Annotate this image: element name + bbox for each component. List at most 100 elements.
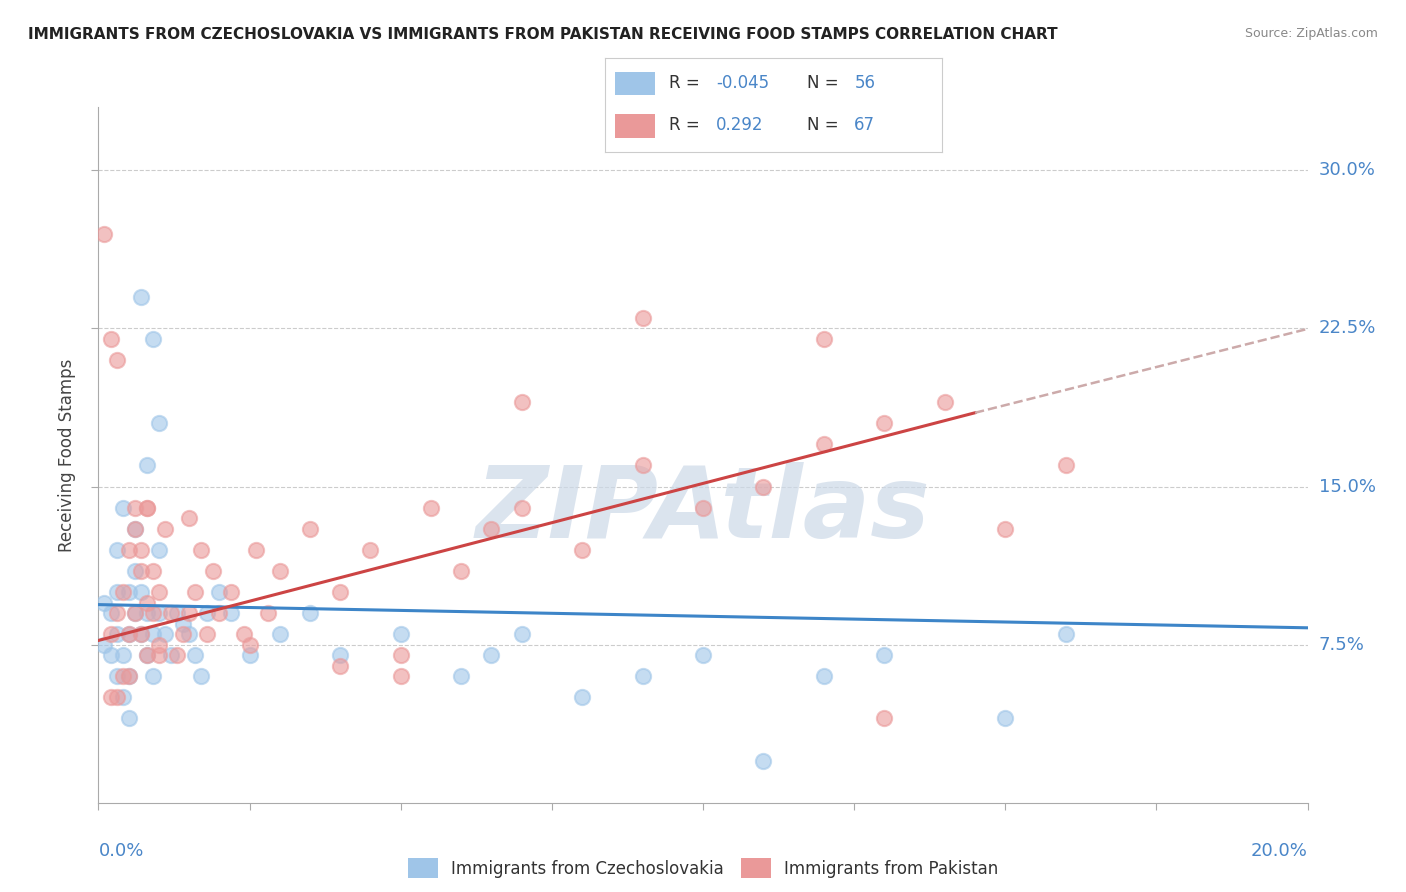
Point [239,648,262,663]
Point [177,511,201,525]
Point [873,711,896,725]
Point [153,627,176,641]
Point [873,648,896,663]
Point [450,669,472,683]
FancyBboxPatch shape [614,114,655,137]
Point [124,564,146,578]
Text: IMMIGRANTS FROM CZECHOSLOVAKIA VS IMMIGRANTS FROM PAKISTAN RECEIVING FOOD STAMPS: IMMIGRANTS FROM CZECHOSLOVAKIA VS IMMIGR… [28,27,1057,42]
Point [221,606,243,620]
Point [124,500,146,515]
Point [129,564,152,578]
Point [148,585,170,599]
Point [135,648,157,663]
Point [184,648,207,663]
Point [105,690,128,705]
Point [752,754,775,768]
Point [631,669,654,683]
Point [135,648,157,663]
Point [148,417,170,431]
Text: 30.0%: 30.0% [1319,161,1375,179]
Point [450,564,472,578]
Point [105,542,128,557]
Point [269,627,291,641]
Point [177,627,201,641]
Point [239,638,262,652]
Point [813,332,835,346]
Point [510,500,533,515]
Point [142,606,165,620]
Point [118,711,141,725]
Point [571,542,593,557]
Point [389,627,412,641]
Text: 0.0%: 0.0% [98,842,143,860]
Point [631,458,654,473]
Text: Source: ZipAtlas.com: Source: ZipAtlas.com [1244,27,1378,40]
Point [93,595,115,609]
Point [166,606,188,620]
Point [148,638,170,652]
Point [142,332,165,346]
Point [111,500,134,515]
Point [111,690,134,705]
Point [389,669,412,683]
Point [994,522,1017,536]
Point [105,606,128,620]
Point [129,585,152,599]
Point [1054,627,1077,641]
Point [135,500,157,515]
Point [118,669,141,683]
Point [481,522,503,536]
Point [129,290,152,304]
Point [105,585,128,599]
Text: R =: R = [669,74,704,92]
Point [129,542,152,557]
Text: 67: 67 [855,117,876,135]
Text: -0.045: -0.045 [716,74,769,92]
Point [105,627,128,641]
Point [100,648,122,663]
Point [118,627,141,641]
Point [93,227,115,241]
Point [93,638,115,652]
Text: 20.0%: 20.0% [1251,842,1308,860]
Point [752,479,775,493]
Point [813,437,835,451]
Point [692,500,714,515]
Point [195,627,218,641]
Point [118,669,141,683]
Point [190,669,212,683]
Point [510,627,533,641]
Point [129,627,152,641]
Point [105,353,128,368]
Point [329,648,352,663]
Point [142,669,165,683]
Y-axis label: Receiving Food Stamps: Receiving Food Stamps [58,359,76,551]
Point [813,669,835,683]
Point [118,585,141,599]
Text: 0.292: 0.292 [716,117,763,135]
Point [692,648,714,663]
Point [934,395,956,409]
Point [124,606,146,620]
Point [329,658,352,673]
Point [111,669,134,683]
Point [208,585,231,599]
Point [135,500,157,515]
Point [177,606,201,620]
Point [111,648,134,663]
Point [100,690,122,705]
Point [135,606,157,620]
Point [135,458,157,473]
Point [100,606,122,620]
Text: 15.0%: 15.0% [1319,477,1375,496]
Point [631,310,654,325]
Point [571,690,593,705]
Point [481,648,503,663]
Point [148,606,170,620]
Legend: Immigrants from Czechoslovakia, Immigrants from Pakistan: Immigrants from Czechoslovakia, Immigran… [401,851,1005,885]
Point [221,585,243,599]
Point [329,585,352,599]
Point [100,627,122,641]
Point [111,585,134,599]
Point [142,627,165,641]
